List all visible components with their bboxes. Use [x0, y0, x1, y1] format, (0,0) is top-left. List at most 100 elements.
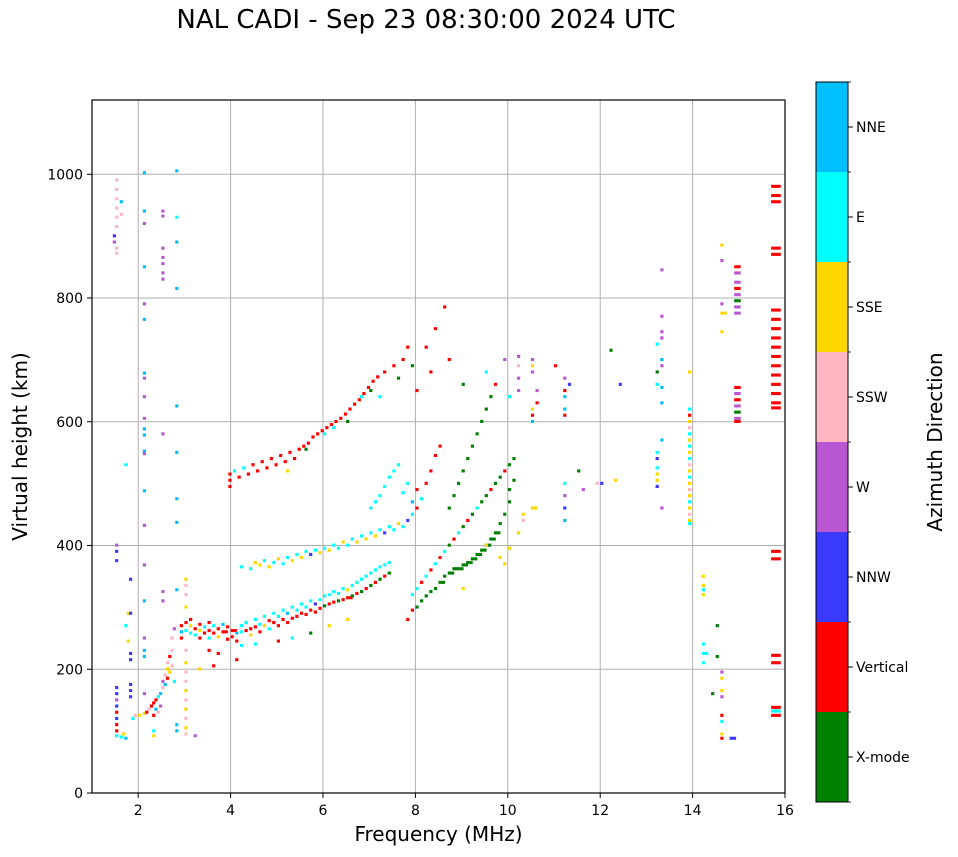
echo-point-e [688, 444, 692, 448]
colorbar-label-e: E [856, 210, 865, 226]
echo-point-e [295, 552, 299, 556]
echo-point-vertical [438, 444, 442, 448]
echo-point-nnw [563, 506, 567, 510]
echo-point-sse [720, 732, 724, 736]
echo-point-nne [142, 489, 146, 493]
colorbar-label-ssw: SSW [856, 390, 888, 406]
echo-point-sse [530, 506, 538, 510]
echo-point-ssw [115, 206, 119, 210]
echo-point-x-mode [507, 463, 511, 467]
echo-point-vertical [258, 630, 262, 634]
echo-point-x-mode [424, 594, 428, 598]
echo-point-w [660, 314, 664, 318]
echo-point-vertical [771, 194, 781, 198]
echo-point-nne [175, 497, 179, 501]
y-axis-label: Virtual height (km) [8, 352, 32, 541]
echo-point-sse [286, 469, 290, 473]
echo-point-vertical [304, 612, 308, 616]
echo-point-vertical [228, 484, 232, 488]
echo-point-vertical [295, 614, 299, 618]
echo-point-ssw [184, 679, 188, 683]
echo-point-nnw [655, 484, 659, 488]
echo-point-x-mode [493, 481, 498, 485]
echo-point-nnw [567, 382, 572, 386]
echo-point-nnw [129, 577, 133, 581]
echo-point-ssw [115, 197, 119, 201]
echo-point-sse [396, 522, 401, 526]
echo-point-e [387, 561, 391, 565]
echo-point-vertical [288, 450, 292, 454]
echo-point-vertical [207, 648, 211, 652]
echo-point-vertical [771, 317, 781, 321]
echo-point-sse [688, 419, 692, 423]
echo-point-sse [249, 633, 253, 637]
echo-point-w [563, 376, 567, 380]
echo-point-w [720, 302, 724, 306]
echo-point-sse [655, 478, 659, 482]
x-axis-label: Frequency (MHz) [354, 822, 522, 846]
echo-point-w [734, 311, 741, 315]
echo-point-vertical [251, 463, 255, 467]
echo-point-w [142, 221, 146, 225]
echo-point-e [688, 475, 692, 479]
echo-point-x-mode [447, 506, 451, 510]
echo-point-vertical [216, 651, 220, 655]
echo-point-w [161, 209, 165, 213]
echo-point-e [290, 636, 294, 640]
echo-point-ssw [115, 246, 119, 250]
echo-point-ssw [156, 710, 160, 714]
echo-point-nne [142, 648, 146, 652]
colorbar-swatch-x-mode [816, 712, 848, 802]
echo-point-sse [216, 635, 220, 639]
echo-point-nnw [129, 689, 133, 693]
echo-point-vertical [152, 713, 156, 717]
echo-point-w [517, 389, 521, 393]
echo-point-w [720, 259, 724, 263]
echo-point-e [272, 561, 276, 565]
echo-point-vertical [433, 453, 438, 457]
colorbar-label-vertical: Vertical [856, 660, 908, 676]
echo-point-sse [507, 546, 511, 550]
echo-point-e [341, 587, 345, 591]
echo-point-sse [517, 531, 521, 535]
echo-point-vertical [392, 364, 396, 368]
echo-point-vertical [339, 416, 343, 420]
echo-point-vertical [771, 200, 781, 204]
echo-point-sse [142, 711, 146, 715]
x-tick-label: 10 [499, 803, 517, 819]
echo-point-x-mode [507, 488, 511, 492]
echo-point-w [161, 277, 165, 281]
echo-point-ssw [517, 364, 521, 368]
colorbar-swatch-nne [816, 82, 848, 172]
echo-point-vertical [115, 729, 119, 733]
echo-point-w [172, 627, 176, 631]
echo-point-nne [660, 385, 664, 389]
echo-point-x-mode [466, 561, 473, 565]
echo-point-vertical [771, 653, 781, 657]
echo-point-sse [688, 518, 692, 522]
echo-point-x-mode [461, 469, 465, 473]
echo-point-ssw [133, 713, 137, 717]
echo-point-x-mode [711, 692, 715, 696]
echo-point-e [239, 565, 243, 569]
echo-point-vertical [771, 246, 781, 250]
echo-point-sse [168, 670, 172, 674]
echo-point-e [336, 591, 341, 595]
echo-point-x-mode [512, 478, 516, 482]
echo-point-x-mode [452, 567, 459, 571]
echo-point-w [161, 590, 165, 594]
echo-point-e [410, 512, 414, 516]
echo-point-vertical [424, 481, 428, 485]
echo-point-vertical [281, 617, 285, 621]
echo-point-sse [498, 556, 502, 560]
echo-point-e [563, 481, 567, 485]
echo-point-nne [175, 729, 179, 733]
echo-point-e [323, 546, 327, 550]
echo-point-nne [175, 450, 179, 454]
echo-point-nnw [600, 481, 604, 485]
echo-point-nne [175, 723, 179, 727]
echo-point-vertical [267, 619, 271, 623]
echo-point-w [142, 692, 146, 696]
echo-point-sse [189, 624, 193, 628]
echo-point-e [392, 528, 396, 532]
